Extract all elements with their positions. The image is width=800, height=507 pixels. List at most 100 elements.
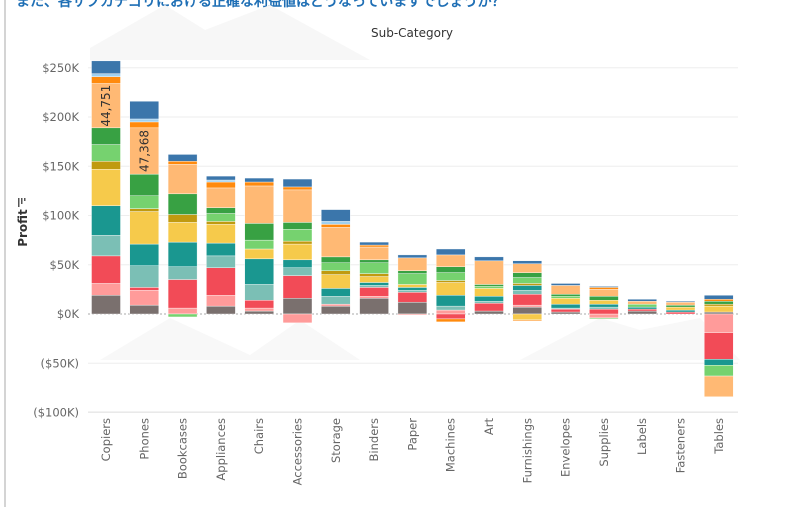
bar-segment[interactable] bbox=[359, 246, 389, 261]
bar-segment[interactable] bbox=[436, 282, 466, 296]
bar-segment[interactable] bbox=[704, 365, 734, 377]
bar-segment[interactable] bbox=[167, 164, 198, 195]
bar-segment[interactable] bbox=[167, 241, 198, 267]
bar-segment[interactable] bbox=[167, 266, 198, 280]
bar-segment[interactable] bbox=[665, 309, 696, 313]
bar-segment[interactable] bbox=[704, 300, 734, 305]
bar-segment[interactable] bbox=[589, 317, 619, 320]
bar-segment[interactable] bbox=[282, 178, 313, 188]
bar-segment[interactable] bbox=[321, 270, 351, 275]
bar-segment[interactable] bbox=[512, 313, 542, 321]
bar-segment[interactable] bbox=[244, 307, 274, 312]
bar-segment[interactable] bbox=[627, 300, 657, 305]
bar-segment[interactable] bbox=[704, 359, 734, 366]
x-tick-label-machines[interactable]: Machines bbox=[444, 418, 458, 472]
x-tick-label-fasteners[interactable]: Fasteners bbox=[674, 418, 688, 473]
bar-segment[interactable] bbox=[550, 294, 581, 297]
bar-segment[interactable] bbox=[436, 266, 466, 273]
bar-segment[interactable] bbox=[91, 255, 121, 284]
bar-segment[interactable] bbox=[397, 301, 428, 315]
bar-segment[interactable] bbox=[512, 306, 542, 315]
bar-segment[interactable] bbox=[550, 308, 581, 313]
bar-segment[interactable] bbox=[550, 298, 581, 305]
bar-segment[interactable] bbox=[206, 221, 236, 225]
bar-segment[interactable] bbox=[91, 234, 121, 257]
bar-segment[interactable] bbox=[244, 177, 274, 183]
bar-segment[interactable] bbox=[359, 276, 389, 283]
bar-segment[interactable] bbox=[550, 285, 581, 295]
bar-segment[interactable] bbox=[627, 310, 657, 315]
bar-segment[interactable] bbox=[321, 221, 351, 225]
bar-segment[interactable] bbox=[206, 187, 236, 208]
bar-segment[interactable] bbox=[627, 308, 657, 312]
x-tick-label-phones[interactable]: Phones bbox=[137, 418, 151, 460]
bar-segment[interactable] bbox=[129, 173, 160, 197]
bar-segment[interactable] bbox=[129, 211, 160, 245]
bar-segment[interactable] bbox=[512, 283, 542, 286]
bar-segment[interactable] bbox=[129, 287, 160, 291]
bar-segment[interactable] bbox=[91, 283, 121, 296]
bar-segment[interactable] bbox=[397, 284, 428, 288]
bar-segment[interactable] bbox=[282, 298, 313, 315]
bar-segment[interactable] bbox=[397, 292, 428, 303]
bar-segment[interactable] bbox=[129, 290, 160, 306]
bar-segment[interactable] bbox=[167, 154, 198, 162]
bar-segment[interactable] bbox=[436, 313, 466, 320]
bar-segment[interactable] bbox=[282, 186, 313, 191]
bar-segment[interactable] bbox=[589, 308, 619, 315]
x-tick-label-envelopes[interactable]: Envelopes bbox=[559, 418, 573, 477]
bar-segment[interactable] bbox=[589, 303, 619, 308]
bar-segment[interactable] bbox=[321, 288, 351, 297]
bar-segment[interactable] bbox=[665, 306, 696, 311]
bar-segment[interactable] bbox=[436, 280, 466, 283]
bar-segment[interactable] bbox=[704, 295, 734, 300]
x-tick-label-furnishings[interactable]: Furnishings bbox=[520, 418, 534, 483]
bar-segment[interactable] bbox=[665, 301, 696, 306]
bar-segment[interactable] bbox=[91, 76, 121, 84]
bar-segment[interactable] bbox=[129, 265, 160, 288]
bar-segment[interactable] bbox=[359, 262, 389, 274]
bar-segment[interactable] bbox=[589, 300, 619, 305]
bar-segment[interactable] bbox=[244, 223, 274, 241]
bar-segment[interactable] bbox=[206, 267, 236, 296]
bar-segment[interactable] bbox=[244, 300, 274, 309]
x-tick-label-storage[interactable]: Storage bbox=[329, 418, 343, 463]
y-axis-title[interactable]: Profit bbox=[16, 209, 30, 247]
bar-segment[interactable] bbox=[436, 295, 466, 307]
x-tick-label-bookcases[interactable]: Bookcases bbox=[176, 418, 190, 479]
bar-segment[interactable] bbox=[282, 275, 313, 299]
bar-segment[interactable] bbox=[474, 286, 504, 289]
bar-segment[interactable] bbox=[206, 207, 236, 214]
bar-segment[interactable] bbox=[512, 285, 542, 291]
bar-segment[interactable] bbox=[397, 254, 428, 259]
x-tick-label-binders[interactable]: Binders bbox=[367, 418, 381, 461]
bar-segment[interactable] bbox=[512, 277, 542, 284]
bar-segment[interactable] bbox=[512, 294, 542, 306]
bar-segment[interactable] bbox=[282, 259, 313, 268]
bar-segment[interactable] bbox=[550, 296, 581, 299]
bar-segment[interactable] bbox=[359, 259, 389, 263]
bar-segment[interactable] bbox=[359, 287, 389, 297]
bar-segment[interactable] bbox=[282, 229, 313, 242]
bar-segment[interactable] bbox=[167, 307, 198, 315]
bar-segment[interactable] bbox=[397, 313, 428, 316]
bar-segment[interactable] bbox=[321, 256, 351, 263]
bar-segment[interactable] bbox=[206, 255, 236, 268]
bar-segment[interactable] bbox=[129, 243, 160, 266]
bar-segment[interactable] bbox=[512, 290, 542, 295]
x-tick-label-supplies[interactable]: Supplies bbox=[597, 418, 611, 467]
bar-segment[interactable] bbox=[474, 296, 504, 302]
bar-segment[interactable] bbox=[359, 296, 389, 299]
bar-segment[interactable] bbox=[167, 313, 198, 318]
bar-segment[interactable] bbox=[206, 179, 236, 183]
bar-segment[interactable] bbox=[91, 144, 121, 162]
bar-segment[interactable] bbox=[550, 283, 581, 286]
bar-segment[interactable] bbox=[589, 306, 619, 310]
bar-segment[interactable] bbox=[627, 299, 657, 302]
bar-segment[interactable] bbox=[665, 311, 696, 315]
bar-segment[interactable] bbox=[321, 305, 351, 315]
bar-segment[interactable] bbox=[627, 303, 657, 308]
bar-segment[interactable] bbox=[589, 286, 619, 288]
bar-segment[interactable] bbox=[321, 227, 351, 258]
x-tick-label-labels[interactable]: Labels bbox=[635, 418, 649, 455]
